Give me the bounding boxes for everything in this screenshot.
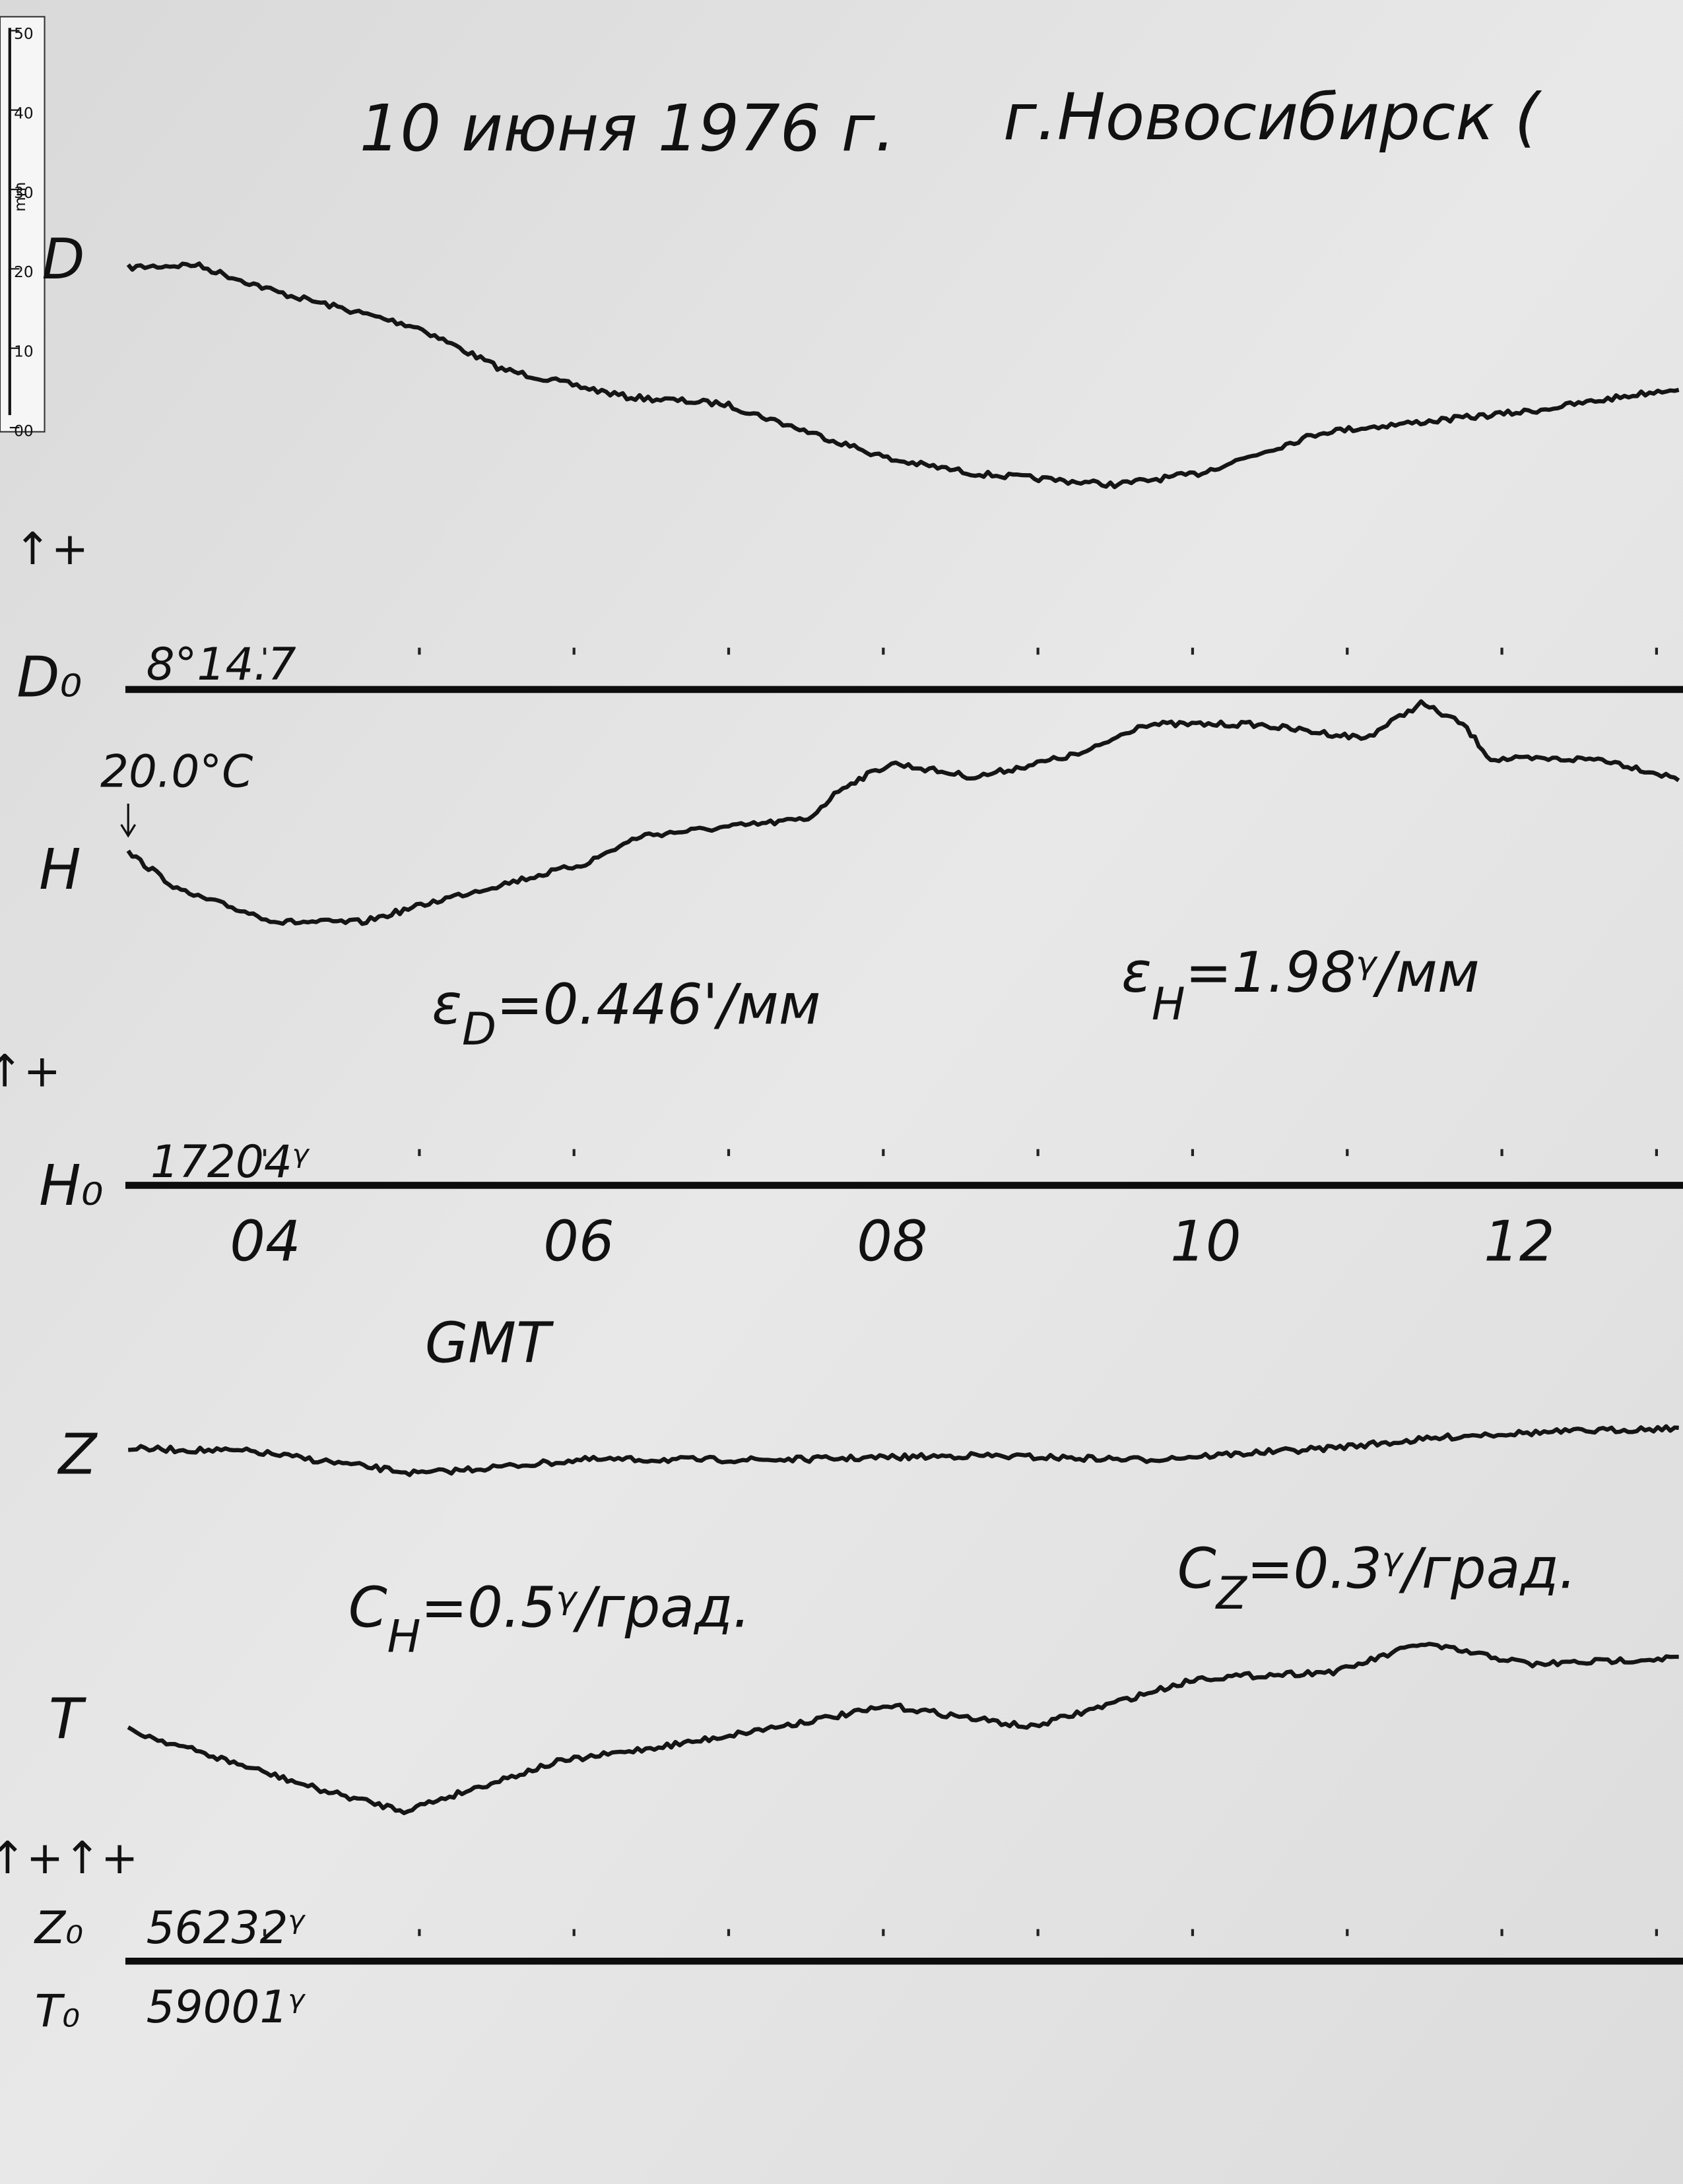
scale-value: CZ=0.3ᵞ/град. — [1177, 1536, 1577, 1619]
t-trace — [127, 1642, 1679, 1815]
z-trace — [127, 1424, 1679, 1477]
ruler — [0, 16, 46, 433]
ruler-unit: mm — [11, 182, 29, 212]
scale-value: CH=0.5ᵞ/град. — [348, 1576, 751, 1663]
ruler-label: 50 — [14, 25, 34, 43]
trace-label: Z — [57, 1422, 98, 1487]
symbol: C — [1177, 1536, 1216, 1601]
trace-label: T — [49, 1686, 87, 1751]
value: =0.3ᵞ/град. — [1247, 1536, 1577, 1601]
baseline-label: Z₀ — [34, 1902, 83, 1954]
symbol: C — [348, 1576, 387, 1640]
trace-label: H — [39, 837, 81, 902]
ruler-label: 00 — [14, 422, 34, 440]
value: =0.5ᵞ/град. — [420, 1576, 750, 1640]
baseline-label: T₀ — [35, 1985, 80, 2037]
d-trace — [126, 261, 1680, 490]
polarity: ↑+ — [0, 1045, 61, 1097]
time-label: 04 — [230, 1209, 300, 1273]
baseline-value: 8°14.7 — [147, 638, 296, 690]
time-label: 08 — [857, 1209, 927, 1273]
baseline-label: D₀ — [16, 645, 82, 709]
h-trace — [126, 699, 1680, 926]
time-label: 10 — [1170, 1209, 1241, 1273]
subscript: H — [1152, 978, 1185, 1030]
polarity: ↑+↑+ — [0, 1832, 138, 1884]
subscript: H — [387, 1611, 421, 1663]
symbol: ε — [432, 973, 462, 1037]
baseline-value: 17204ᵞ — [150, 1136, 310, 1188]
value: =1.98ᵞ/мм — [1185, 940, 1480, 1005]
symbol: ε — [1121, 940, 1152, 1005]
baseline-value: 56232ᵞ — [147, 1902, 306, 1954]
station: г.Новосибирск ( — [1003, 80, 1542, 154]
axis-title: GMT — [425, 1311, 554, 1376]
ruler-labels: 50 40 30 20 10 00 — [9, 25, 34, 440]
ruler-label: 30 — [14, 184, 34, 202]
subscript: D — [462, 1003, 496, 1055]
baseline-label: H₀ — [39, 1153, 103, 1218]
subscript: Z — [1215, 1567, 1248, 1619]
date: 10 июня 1976 г. — [360, 91, 896, 166]
value: =0.446'/мм — [496, 973, 820, 1037]
time-label: 12 — [1484, 1209, 1554, 1273]
scale-value: εH=1.98ᵞ/мм — [1121, 940, 1479, 1030]
ruler-label: 20 — [14, 263, 34, 281]
ruler-label: 40 — [14, 104, 34, 122]
scale-value: εD=0.446'/мм — [432, 973, 820, 1056]
baseline-value: 59001ᵞ — [147, 1981, 306, 2033]
time-labels: 04 06 08 10 12 — [230, 647, 1659, 1937]
trace-label: D — [42, 227, 84, 292]
temperature: 20.0°C — [100, 746, 253, 798]
polarity: ↑+ — [14, 523, 88, 575]
ruler-label: 10 — [14, 342, 34, 360]
arrow — [120, 804, 137, 838]
time-label: 06 — [543, 1209, 614, 1273]
